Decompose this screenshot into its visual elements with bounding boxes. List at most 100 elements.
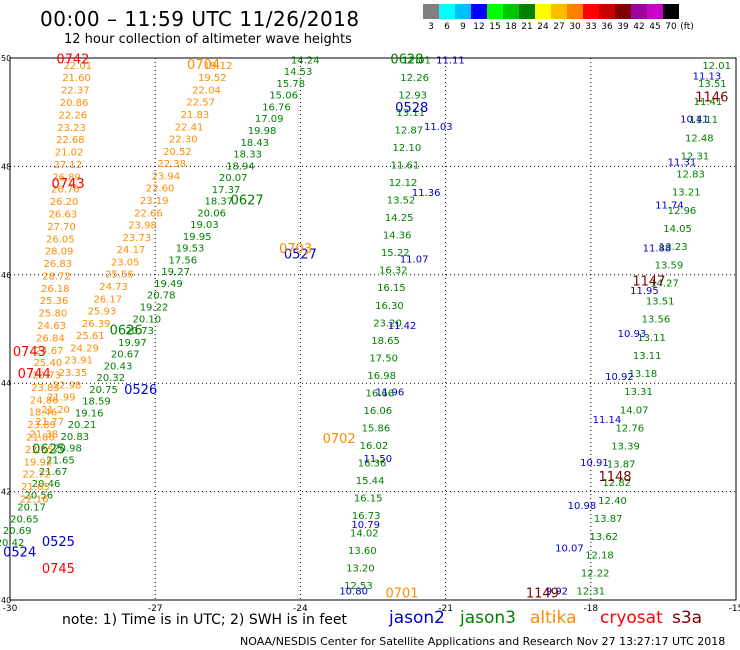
- wave-height-value: 28.72: [42, 271, 71, 282]
- wave-height-value: 24.17: [117, 245, 146, 256]
- wave-height-value: 17.37: [212, 185, 241, 196]
- wave-height-value: 18.65: [371, 336, 400, 347]
- legend-label: 18: [505, 22, 517, 32]
- wave-height-value: 21.83: [181, 110, 210, 121]
- pass-time-label: 0627: [231, 193, 264, 208]
- wave-height-value: 20.52: [163, 147, 192, 158]
- wave-height-value: 22.60: [146, 184, 175, 195]
- wave-height-value: 10.92: [605, 372, 634, 383]
- wave-height-value: 26.18: [41, 284, 70, 295]
- wave-height-value: 13.11: [633, 351, 662, 362]
- wave-height-value: 22.37: [61, 86, 90, 97]
- wave-height-value: 20.83: [60, 432, 89, 443]
- wave-height-value: 12.31: [681, 151, 710, 162]
- legend-swatch: [551, 4, 567, 19]
- legend-swatch: [455, 4, 471, 19]
- legend-swatch: [599, 4, 615, 19]
- wave-height-value: 14.27: [650, 278, 679, 289]
- wave-height-value: 12.87: [394, 126, 423, 137]
- wave-height-value: 11.07: [400, 255, 429, 266]
- wave-height-value: 18.46: [29, 408, 58, 419]
- legend-label: 39: [617, 22, 629, 32]
- wave-height-value: 22.98: [53, 380, 82, 391]
- legend-swatch: [471, 4, 487, 19]
- wave-height-value: 21.86: [26, 432, 55, 443]
- wave-height-value: 14.53: [284, 67, 313, 78]
- wave-height-value: 19.95: [183, 232, 212, 243]
- wave-height-value: 13.31: [624, 387, 653, 398]
- wave-height-value: 24.29: [70, 343, 99, 354]
- legend-label: 24: [537, 22, 549, 32]
- wave-height-value: 20.10: [132, 314, 161, 325]
- wave-height-value: 26.05: [46, 234, 75, 245]
- wave-height-value: 28.09: [45, 247, 74, 258]
- wave-height-value: 23.05: [111, 257, 140, 268]
- wave-height-value: 16.98: [367, 371, 396, 382]
- wave-height-value: 16.15: [354, 494, 383, 505]
- wave-height-value: 12.10: [393, 143, 422, 154]
- legend-label: 42: [633, 22, 645, 32]
- wave-height-value: 20.73: [32, 371, 61, 382]
- wave-height-value: 21.20: [41, 405, 70, 416]
- wave-height-value: 11.88: [643, 243, 672, 254]
- wave-height-value: 13.62: [589, 532, 618, 543]
- legend-swatch: [439, 4, 455, 19]
- legend-label: (ft): [680, 22, 694, 32]
- wave-height-value: 23.89: [27, 420, 56, 431]
- wave-height-value: 26.84: [36, 333, 65, 344]
- wave-height-value: 19.97: [118, 338, 147, 349]
- wave-height-value: 23.91: [64, 356, 93, 367]
- wave-height-value: 11.96: [376, 387, 405, 398]
- legend-swatch: [487, 4, 503, 19]
- legend-swatch: [663, 4, 679, 19]
- legend-label: 15: [489, 22, 501, 32]
- wave-height-value: 20.75: [89, 385, 118, 396]
- wave-height-value: 11.42: [388, 321, 417, 332]
- wave-height-value: 13.23: [659, 242, 688, 253]
- wave-height-value: 25.93: [88, 307, 117, 318]
- wave-height-value: 22.72: [22, 470, 51, 481]
- wave-height-value: 11.95: [630, 286, 659, 297]
- wave-height-value: 26.76: [51, 185, 80, 196]
- wave-height-value: 20.67: [111, 350, 140, 361]
- wave-height-value: 25.40: [34, 358, 63, 369]
- wave-height-value: 12.22: [581, 568, 610, 579]
- wave-height-value: 15.44: [356, 476, 385, 487]
- pass-time-label: 0527: [284, 248, 317, 263]
- wave-height-value: 18.43: [241, 138, 270, 149]
- wave-height-value: 15.22: [381, 248, 410, 259]
- wave-height-value: 26.89: [52, 172, 81, 183]
- wave-height-value: 16.36: [358, 458, 387, 469]
- color-scale-legend: [423, 4, 679, 19]
- wave-height-value: 20.86: [60, 98, 89, 109]
- wave-height-value: 14.02: [350, 529, 379, 540]
- note-text: note: 1) Time is in UTC; 2) SWH is in fe…: [62, 612, 348, 628]
- y-tick-label: 42: [1, 488, 11, 497]
- wave-height-value: 11.11: [689, 115, 718, 126]
- wave-height-value: 27.12: [53, 160, 82, 171]
- wave-height-value: 26.63: [49, 210, 78, 221]
- wave-height-value: 24.86: [30, 395, 59, 406]
- pass-time-label: 0524: [3, 546, 36, 561]
- wave-height-value: 20.21: [68, 420, 97, 431]
- wave-height-value: 20.73: [125, 326, 154, 337]
- wave-height-value: 12.83: [676, 170, 705, 181]
- wave-height-value: 16.66: [365, 388, 394, 399]
- wave-height-value: 21.65: [46, 455, 75, 466]
- wave-height-value: 22.26: [58, 110, 87, 121]
- wave-height-value: 24.73: [99, 282, 128, 293]
- wave-height-value: 14.24: [291, 55, 320, 66]
- wave-height-value: 23.55: [25, 445, 54, 456]
- legend-label: 33: [585, 22, 597, 32]
- wave-height-value: 20.43: [104, 361, 133, 372]
- wave-height-value: 26.83: [44, 259, 73, 270]
- y-tick-label: 46: [1, 271, 11, 280]
- wave-height-value: 21.67: [39, 467, 68, 478]
- wave-height-value: 19.12: [204, 61, 233, 72]
- legend-swatch: [583, 4, 599, 19]
- wave-height-value: 12.40: [598, 496, 627, 507]
- x-tick-label: -27: [148, 604, 163, 614]
- wave-height-value: 9.92: [546, 587, 568, 598]
- wave-height-value: 21.99: [47, 393, 76, 404]
- wave-height-value: 25.56: [105, 270, 134, 281]
